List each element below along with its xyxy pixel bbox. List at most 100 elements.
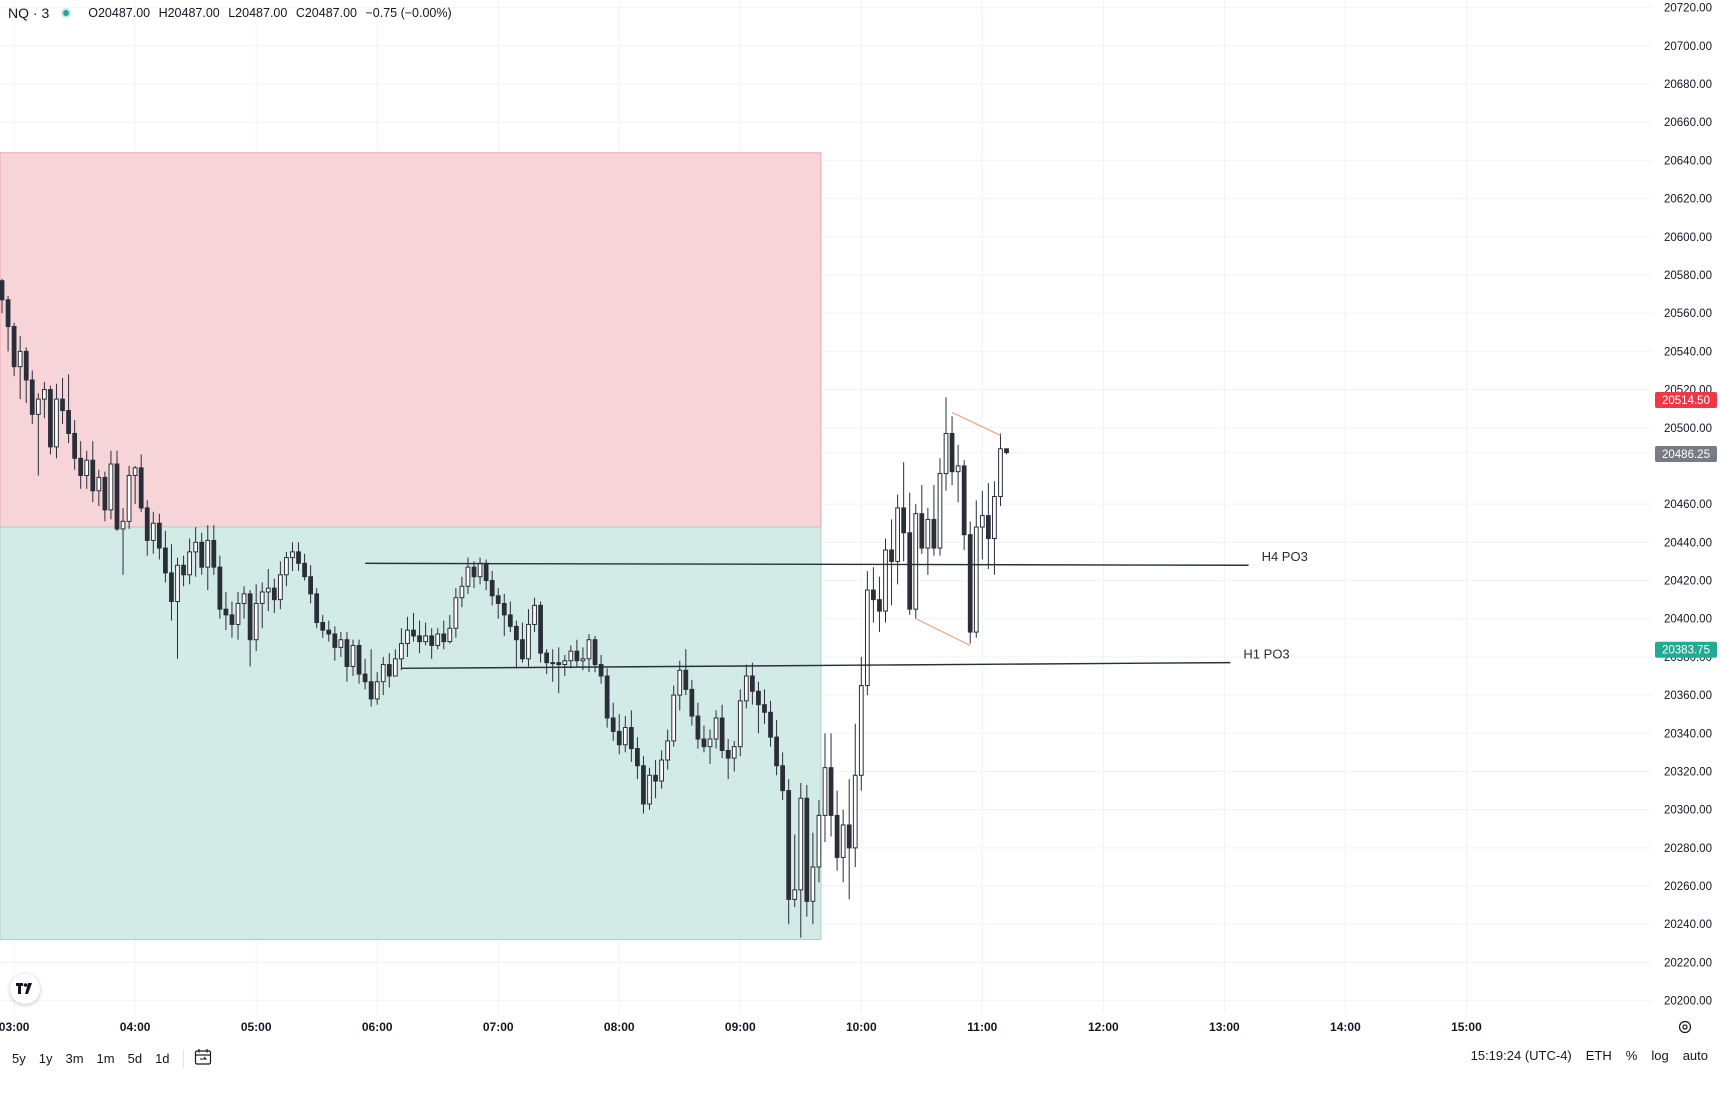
session-button[interactable]: ETH (1585, 1048, 1612, 1063)
candle (193, 527, 199, 577)
candle-up (241, 593, 247, 604)
candle (907, 492, 913, 615)
candle-down (314, 593, 320, 624)
candle (937, 458, 943, 556)
candle-down (919, 513, 925, 549)
candle (169, 544, 174, 621)
price-tick-label: 20620.00 (1664, 194, 1712, 206)
time-tick-label: 14:00 (1330, 1020, 1361, 1034)
candle (199, 532, 205, 575)
log-scale-button[interactable]: log (1651, 1048, 1669, 1063)
candle-down (967, 534, 973, 633)
candle (23, 347, 29, 403)
auto-scale-button[interactable]: auto (1682, 1048, 1708, 1063)
symbol-legend: NQ · 3 O20487.00 H20487.00 L20487.00 C20… (8, 5, 452, 21)
time-tick-label: 15:00 (1451, 1020, 1482, 1034)
candle (544, 649, 550, 675)
candle-down (889, 549, 894, 562)
candle (877, 576, 882, 633)
range-1m-button[interactable]: 1m (96, 1051, 115, 1066)
candle (616, 714, 622, 755)
price-chart[interactable]: H4 PO3 H1 PO3 (0, 0, 1652, 1014)
candle-up (707, 738, 713, 748)
candle-up (532, 604, 537, 625)
gear-icon[interactable] (1678, 1020, 1692, 1039)
candle (949, 416, 955, 486)
candle-up (822, 767, 828, 816)
candle-up (284, 557, 289, 576)
candle-up (550, 662, 556, 665)
candle-up (895, 507, 900, 562)
candle (846, 779, 852, 900)
clock-timezone-button[interactable]: 15:19:24 (UTC-4) (1470, 1048, 1572, 1063)
candle (120, 507, 126, 575)
candle-up (737, 700, 743, 748)
candle (471, 561, 477, 589)
candle-down (386, 664, 392, 677)
candle (308, 565, 314, 604)
symbol-label[interactable]: NQ · 3 (8, 5, 50, 21)
candle-up (526, 623, 531, 660)
candle-down (114, 463, 120, 530)
time-tick-label: 10:00 (846, 1020, 877, 1034)
candle-up (943, 432, 949, 475)
range-1y-button[interactable]: 1y (38, 1051, 53, 1066)
candle-down (756, 690, 761, 706)
candle (344, 632, 350, 682)
candle-up (405, 629, 410, 645)
price-axis[interactable]: 20720.00 20700.00 20680.00 20660.00 20640.00… (1652, 0, 1720, 1014)
candle-up (913, 513, 919, 610)
candle (526, 609, 531, 667)
candle-up (380, 664, 386, 683)
price-tick-label: 20260.00 (1664, 881, 1712, 893)
candle (17, 336, 23, 400)
candle-up (979, 515, 985, 528)
tradingview-logo-icon[interactable] (10, 974, 40, 1004)
candle-up (798, 797, 804, 891)
price-tick-label: 20540.00 (1664, 346, 1712, 358)
candle-down (495, 595, 501, 604)
candle-up (840, 824, 846, 858)
candle (392, 649, 398, 677)
candle-up (187, 551, 192, 576)
candle-down (871, 589, 876, 601)
price-badge-label: 20486.25 (1662, 449, 1710, 461)
candle-up (580, 658, 586, 662)
range-5d-button[interactable]: 5d (127, 1051, 143, 1066)
time-axis[interactable]: 03:00 04:00 05:00 06:00 07:00 08:00 09:00 10:00… (0, 1014, 1652, 1048)
candle-down (429, 635, 435, 646)
candle (429, 628, 435, 659)
range-3m-button[interactable]: 3m (65, 1051, 84, 1066)
candle-down (750, 675, 755, 692)
candle-up (253, 602, 259, 641)
candle (725, 739, 731, 780)
candle-up (392, 658, 398, 677)
price-tick-label: 20660.00 (1664, 117, 1712, 129)
price-tick-label: 20600.00 (1664, 232, 1712, 244)
candle (356, 639, 362, 684)
candle (29, 370, 35, 424)
candle-down (520, 639, 525, 660)
candle (665, 729, 671, 770)
candle (411, 612, 416, 642)
range-5y-button[interactable]: 5y (12, 1051, 26, 1066)
calendar-range-icon[interactable] (194, 1048, 212, 1069)
range-1d-button[interactable]: 1d (155, 1051, 170, 1066)
chart-pane[interactable]: H4 PO3 H1 PO3 NQ · 3 O20487.00 H20487.00 … (0, 0, 1652, 1014)
candle (604, 668, 610, 728)
candle-up (205, 539, 211, 568)
candle (495, 588, 501, 619)
candle (380, 656, 386, 696)
candle (780, 752, 786, 801)
time-tick-label: 05:00 (241, 1020, 272, 1034)
candle (338, 632, 344, 657)
candle-down (592, 639, 598, 666)
candle (628, 710, 634, 762)
candle (5, 295, 11, 352)
candle-down (362, 673, 368, 683)
candle-down (271, 587, 277, 601)
candle-up (259, 591, 265, 604)
candle-down (247, 593, 253, 641)
percent-scale-button[interactable]: % (1625, 1048, 1638, 1063)
candle (350, 639, 356, 676)
